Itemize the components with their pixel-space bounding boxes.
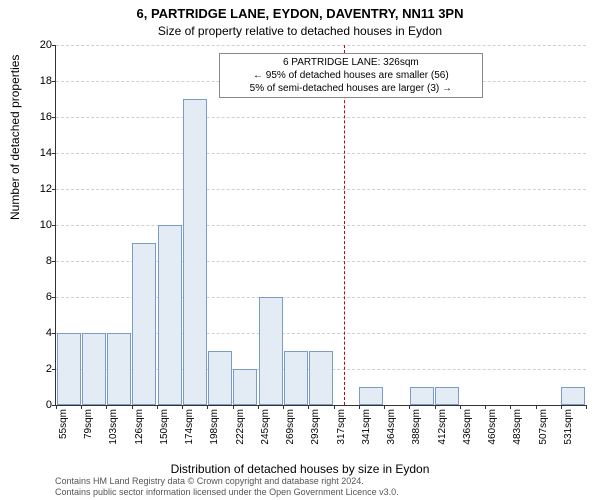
- bar: [57, 333, 81, 405]
- x-tick-label: 150sqm: [159, 409, 170, 445]
- annotation-line1: 6 PARTRIDGE LANE: 326sqm: [226, 56, 476, 69]
- bar: [233, 369, 257, 405]
- x-tick-label: 531sqm: [563, 409, 574, 445]
- x-tick-label: 388sqm: [411, 409, 422, 445]
- chart-subtitle: Size of property relative to detached ho…: [0, 24, 600, 38]
- bar: [561, 387, 585, 405]
- bar: [183, 99, 207, 405]
- footer-line1: Contains HM Land Registry data © Crown c…: [55, 476, 399, 487]
- x-tick-label: 460sqm: [487, 409, 498, 445]
- bar: [259, 297, 283, 405]
- x-tick-label: 436sqm: [462, 409, 473, 445]
- x-tick-label: 507sqm: [538, 409, 549, 445]
- x-tick-label: 55sqm: [58, 409, 69, 439]
- bar: [158, 225, 182, 405]
- property-size-chart: 6, PARTRIDGE LANE, EYDON, DAVENTRY, NN11…: [0, 0, 600, 500]
- x-tick-label: 79sqm: [83, 409, 94, 439]
- footer-text: Contains HM Land Registry data © Crown c…: [55, 476, 399, 498]
- bar: [107, 333, 131, 405]
- x-tick-label: 245sqm: [260, 409, 271, 445]
- x-tick-label: 222sqm: [235, 409, 246, 445]
- bar: [82, 333, 106, 405]
- x-axis-label: Distribution of detached houses by size …: [0, 462, 600, 476]
- footer-line2: Contains public sector information licen…: [55, 487, 399, 498]
- annotation-box: 6 PARTRIDGE LANE: 326sqm ← 95% of detach…: [219, 53, 483, 98]
- x-tick-label: 103sqm: [108, 409, 119, 445]
- x-tick-label: 364sqm: [386, 409, 397, 445]
- bar: [208, 351, 232, 405]
- x-tick-label: 198sqm: [209, 409, 220, 445]
- bar: [410, 387, 434, 405]
- x-tick-label: 341sqm: [361, 409, 372, 445]
- y-axis-label: Number of detached properties: [8, 55, 22, 220]
- marker-line: [344, 45, 345, 405]
- bar: [309, 351, 333, 405]
- annotation-line2: ← 95% of detached houses are smaller (56…: [226, 69, 476, 82]
- bar: [284, 351, 308, 405]
- bar: [132, 243, 156, 405]
- chart-title: 6, PARTRIDGE LANE, EYDON, DAVENTRY, NN11…: [0, 6, 600, 21]
- plot-area: 0246810121416182055sqm79sqm103sqm126sqm1…: [55, 45, 586, 406]
- x-tick-label: 293sqm: [310, 409, 321, 445]
- x-tick-label: 317sqm: [336, 409, 347, 445]
- x-tick-label: 174sqm: [184, 409, 195, 445]
- x-tick-label: 483sqm: [512, 409, 523, 445]
- bar: [435, 387, 459, 405]
- x-tick-label: 412sqm: [437, 409, 448, 445]
- x-tick-label: 126sqm: [134, 409, 145, 445]
- annotation-line3: 5% of semi-detached houses are larger (3…: [226, 82, 476, 95]
- bar: [359, 387, 383, 405]
- x-tick-label: 269sqm: [285, 409, 296, 445]
